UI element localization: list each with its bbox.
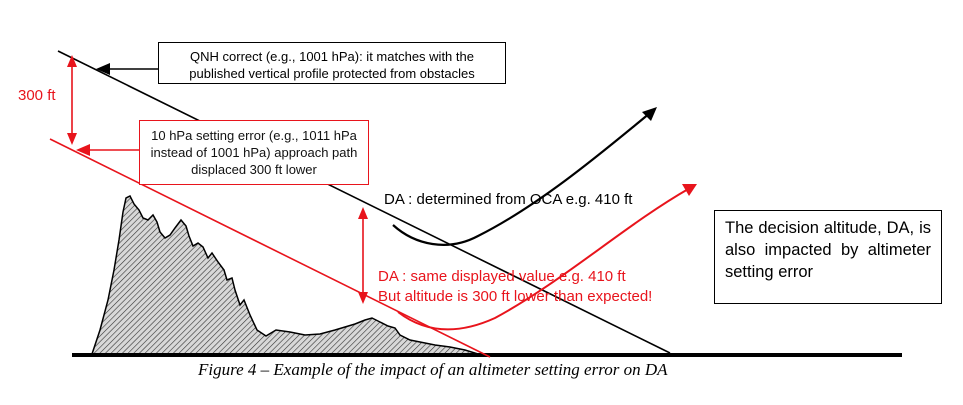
correct-go-around-arrowhead (642, 107, 657, 121)
offset-arrowhead-down (67, 133, 77, 145)
da-lower-warning-label: But altitude is 300 ft lower than expect… (378, 288, 653, 305)
setting-error-callout: 10 hPa setting error (e.g., 1011 hPa ins… (139, 120, 369, 185)
offset-label: 300 ft (18, 87, 56, 104)
qnh-correct-callout: QNH correct (e.g., 1001 hPa): it matches… (158, 42, 506, 84)
qnh-correct-line2: published vertical profile protected fro… (189, 66, 475, 81)
offset-arrowhead-up (67, 55, 77, 67)
da-determined-label: DA : determined from OCA e.g. 410 ft (384, 191, 633, 208)
da-offset-arrowhead-down (358, 292, 368, 304)
decision-altitude-note: The decision altitude, DA, is also impac… (714, 210, 942, 304)
setting-error-line2: instead of 1001 hPa) approach path (150, 145, 358, 160)
error-go-around-path (397, 187, 691, 331)
error-go-around-arrowhead (682, 184, 697, 196)
qnh-correct-line1: QNH correct (e.g., 1001 hPa): it matches… (190, 49, 474, 64)
setting-error-line3: displaced 300 ft lower (191, 162, 317, 177)
decision-altitude-note-text: The decision altitude, DA, is also impac… (725, 219, 931, 281)
terrain-obstacle (90, 194, 479, 355)
figure-caption: Figure 4 – Example of the impact of an a… (198, 360, 668, 379)
da-offset-arrowhead-up (358, 207, 368, 219)
correct-approach-path (57, 50, 671, 354)
setting-error-line1: 10 hPa setting error (e.g., 1011 hPa (151, 128, 357, 143)
correct-go-around-path (392, 112, 651, 246)
error-pointer-arrowhead (76, 144, 90, 156)
da-displayed-label: DA : same displayed value e.g. 410 ft (378, 268, 626, 285)
qnh-pointer-arrowhead (96, 63, 110, 75)
displaced-approach-path (49, 138, 491, 358)
